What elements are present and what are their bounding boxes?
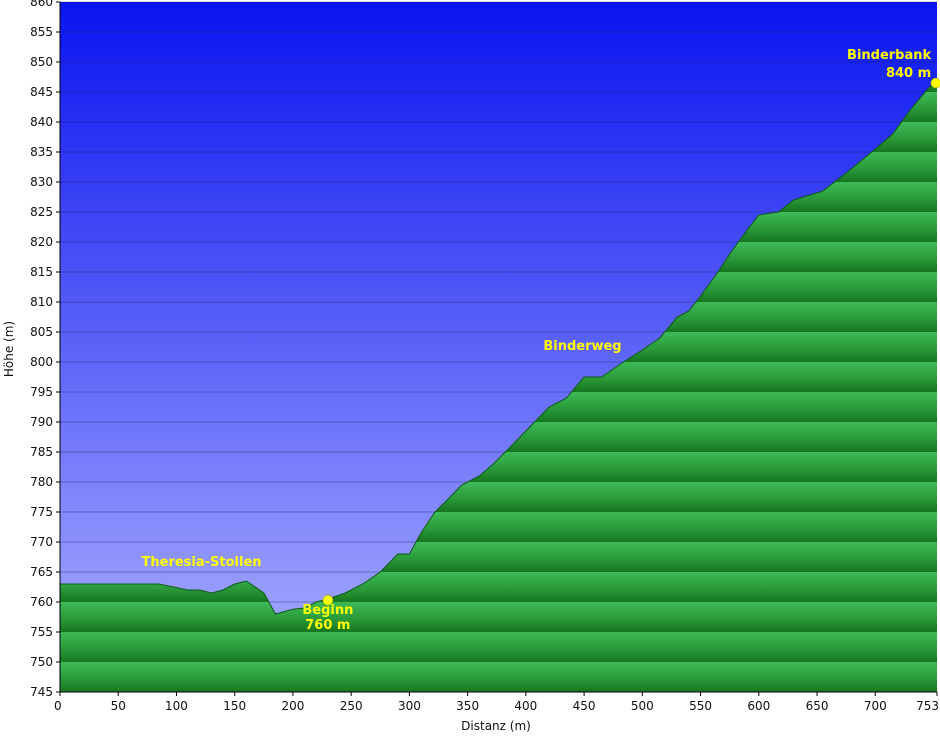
x-tick-label: 400 [514,699,537,713]
markers [322,77,940,606]
y-tick-label: 845 [30,85,53,99]
y-tick-label: 855 [30,25,53,39]
y-tick-label: 750 [30,655,53,669]
annotation-label: Binderbank [847,48,931,63]
x-tick-label: 500 [631,699,654,713]
y-tick-label: 830 [30,175,53,189]
terrain-band [60,632,937,662]
y-tick-label: 860 [30,0,53,9]
y-tick-label: 760 [30,595,53,609]
y-tick-label: 770 [30,535,53,549]
x-tick-label: 150 [223,699,246,713]
terrain-band [60,662,937,692]
y-tick-label: 785 [30,445,53,459]
x-tick-label: 550 [689,699,712,713]
terrain-outline [60,79,938,615]
y-tick-label: 755 [30,625,53,639]
y-tick-label: 815 [30,265,53,279]
x-tick-label: 0 [54,699,62,713]
y-tick-label: 775 [30,505,53,519]
x-tick-label: 300 [398,699,421,713]
terrain-band [60,602,937,632]
y-tick-label: 850 [30,55,53,69]
x-tick-label: 200 [281,699,304,713]
y-axis-title: Höhe (m) [2,321,16,377]
y-tick-label: 820 [30,235,53,249]
y-tick-label: 810 [30,295,53,309]
y-tick-label: 805 [30,325,53,339]
annotation-label: 840 m [886,66,931,81]
x-axis-title: Distanz (m) [461,719,531,733]
x-tick-label: 650 [806,699,829,713]
x-tick-label: 50 [111,699,126,713]
y-tick-label: 835 [30,145,53,159]
x-tick-label: 450 [573,699,596,713]
x-axis: 0 50 100 150 200 250 300 350 400 450 500 550 600 650 7… [54,691,939,713]
y-tick-label: 790 [30,415,53,429]
x-tick-label: 250 [340,699,363,713]
y-tick-label: 825 [30,205,53,219]
x-tick-label: 350 [456,699,479,713]
y-tick-label: 745 [30,685,53,699]
x-tick-label: 753 [916,699,939,713]
annotation-label: Beginn [302,603,353,618]
y-tick-label: 840 [30,115,53,129]
annotation-label: Binderweg [543,339,621,354]
x-tick-label: 700 [864,699,887,713]
annotation-label: 760 m [305,618,350,633]
location-marker [322,594,334,606]
x-tick-label: 600 [747,699,770,713]
y-tick-label: 795 [30,385,53,399]
x-tick-label: 100 [165,699,188,713]
y-tick-label: 765 [30,565,53,579]
location-marker [930,77,940,89]
y-tick-label: 780 [30,475,53,489]
y-tick-label: 800 [30,355,53,369]
y-axis: 745 750 755 760 765 770 775 780 785 790 795 800 805 8… [30,0,61,699]
annotation-label: Theresia-Stollen [142,555,262,570]
